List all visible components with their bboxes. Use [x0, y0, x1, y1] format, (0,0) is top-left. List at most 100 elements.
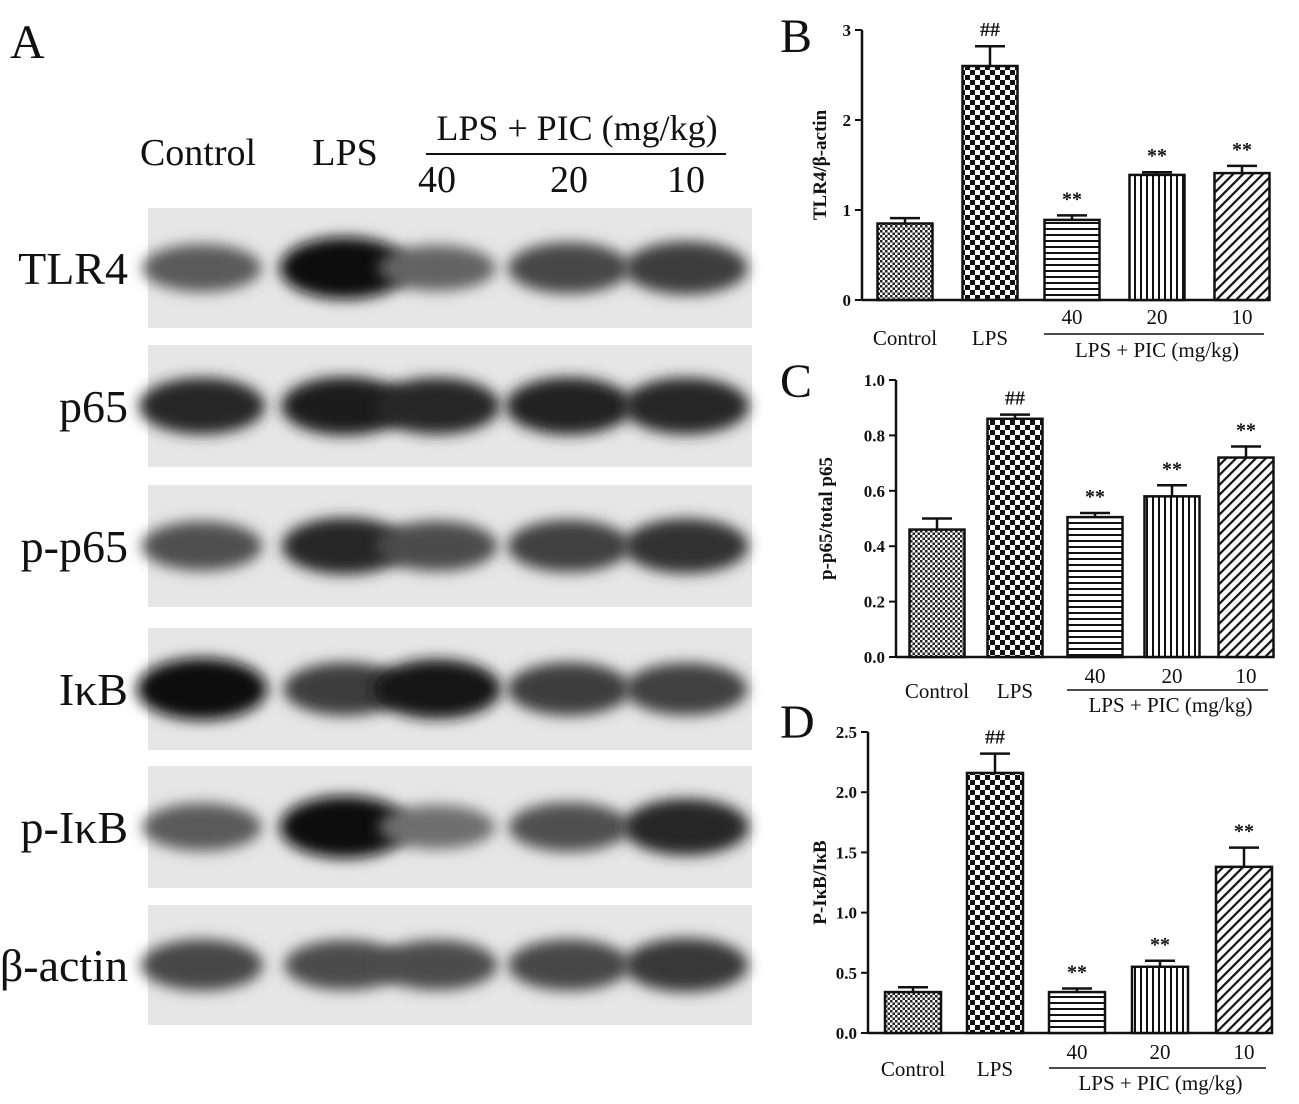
x-tick-label: LPS — [997, 679, 1033, 703]
group-label: LPS + PIC (mg/kg) — [1078, 1071, 1242, 1095]
panel-letter-b: B — [780, 10, 812, 63]
blot-band — [136, 657, 268, 721]
blot-band — [279, 795, 411, 859]
blot-band — [279, 236, 411, 300]
blot-band — [505, 377, 633, 435]
x-tick-label: 40 — [1062, 305, 1083, 329]
y-tick-label: 0.0 — [864, 648, 885, 667]
blot-row: IκB — [59, 628, 752, 750]
x-tick-label: 40 — [1085, 664, 1106, 688]
blot-band — [281, 517, 409, 575]
bar — [1128, 173, 1186, 302]
y-tick-label: 0 — [843, 291, 852, 310]
blot-lane-label-3: 20 — [550, 159, 588, 201]
panel-letter-a: A — [10, 16, 45, 69]
group-label: LPS + PIC (mg/kg) — [1088, 693, 1252, 717]
significance-label: ** — [1062, 188, 1082, 210]
blot-lane-headers: Control LPS 40 20 10 LPS + PIC (mg/kg) — [140, 108, 726, 201]
blot-row: p-IκB — [21, 766, 752, 888]
x-tick-label: Control — [881, 1057, 945, 1081]
bar — [883, 990, 943, 1035]
x-tick-label: LPS — [977, 1057, 1013, 1081]
y-tick-label: 0.5 — [836, 964, 857, 983]
blot-band — [507, 242, 631, 294]
significance-label: ** — [1147, 145, 1167, 167]
y-axis-label: TLR4/β-actin — [810, 109, 831, 220]
x-tick-label: 10 — [1232, 305, 1253, 329]
x-tick-label: 10 — [1234, 1040, 1255, 1064]
blot-band — [141, 521, 263, 571]
significance-label: ## — [980, 19, 1000, 41]
blot-lane-label-0: Control — [140, 132, 256, 174]
significance-label: ** — [1067, 961, 1087, 983]
bar — [1043, 218, 1101, 302]
blot-row: TLR4 — [18, 208, 752, 328]
y-axis-label: P-IκB/IκB — [810, 840, 831, 925]
x-tick-label: LPS — [972, 326, 1008, 350]
blot-lane-label-1: LPS — [312, 132, 377, 174]
y-tick-label: 0.8 — [864, 426, 885, 445]
blot-band — [138, 377, 266, 435]
bar — [1047, 990, 1107, 1035]
blot-band — [623, 938, 749, 992]
bar — [965, 771, 1025, 1035]
blot-row-label: p-p65 — [21, 521, 128, 572]
blot-band — [623, 518, 749, 574]
x-tick-label: 10 — [1236, 664, 1257, 688]
x-tick-label: Control — [905, 679, 969, 703]
blot-strips: TLR4 p65 p-p65 IκB p-IκB β-actin — [0, 208, 752, 1025]
y-tick-label: 1.0 — [864, 371, 885, 390]
significance-label: ** — [1150, 934, 1170, 956]
x-tick-label: 20 — [1162, 664, 1183, 688]
bar — [1213, 171, 1271, 302]
blot-band — [284, 939, 406, 991]
blot-band — [624, 241, 748, 295]
bar — [1214, 865, 1274, 1035]
y-tick-label: 0.2 — [864, 593, 885, 612]
blot-band — [376, 939, 498, 991]
bar — [1066, 515, 1124, 659]
significance-label: ## — [985, 727, 1005, 749]
significance-label: ** — [1236, 419, 1256, 441]
blot-group-header: LPS + PIC (mg/kg) — [436, 108, 717, 148]
bar — [1130, 965, 1190, 1035]
blot-lane-label-2: 40 — [418, 159, 456, 201]
x-tick-label: 20 — [1150, 1040, 1171, 1064]
blot-row: p-p65 — [21, 485, 752, 607]
blot-band — [507, 519, 631, 573]
blot-row: β-actin — [0, 905, 752, 1025]
blot-row-label: β-actin — [0, 940, 128, 991]
bar — [908, 528, 966, 659]
blot-row-label: p65 — [59, 381, 128, 432]
y-tick-label: 3 — [843, 21, 852, 40]
blot-band — [508, 802, 630, 852]
group-label: LPS + PIC (mg/kg) — [1075, 338, 1239, 362]
x-tick-label: 20 — [1147, 305, 1168, 329]
bar — [1217, 456, 1275, 659]
y-tick-label: 2.0 — [836, 783, 857, 802]
significance-label: ** — [1085, 486, 1105, 508]
bar — [986, 417, 1044, 659]
significance-label: ## — [1005, 388, 1025, 410]
chart-panel-b: B 0 1 2 3 TLR4/β-actin Control ## LPS ** 40 ** 20 **… — [780, 10, 1271, 362]
significance-label: ** — [1162, 458, 1182, 480]
panel-letter-d: D — [780, 696, 815, 749]
y-tick-label: 1.0 — [836, 904, 857, 923]
blot-band — [373, 377, 501, 435]
blot-band — [142, 244, 262, 292]
chart-panel-c: C 0.0 0.2 0.4 0.6 0.8 1.0 p-p65/total p65 Contr… — [780, 355, 1275, 717]
blot-band — [378, 245, 496, 291]
blot-band — [140, 939, 264, 991]
blot-band — [507, 662, 631, 716]
blot-row-label: TLR4 — [18, 243, 128, 294]
blot-row: p65 — [59, 345, 752, 467]
blot-band — [624, 662, 748, 716]
y-tick-label: 0.6 — [864, 482, 885, 501]
blot-band — [507, 939, 631, 991]
y-tick-label: 1.5 — [836, 843, 857, 862]
blot-band — [372, 659, 502, 719]
blot-band — [142, 803, 262, 851]
y-tick-label: 0.0 — [836, 1024, 857, 1043]
blot-lane-label-4: 10 — [667, 159, 705, 201]
significance-label: ** — [1234, 821, 1254, 843]
